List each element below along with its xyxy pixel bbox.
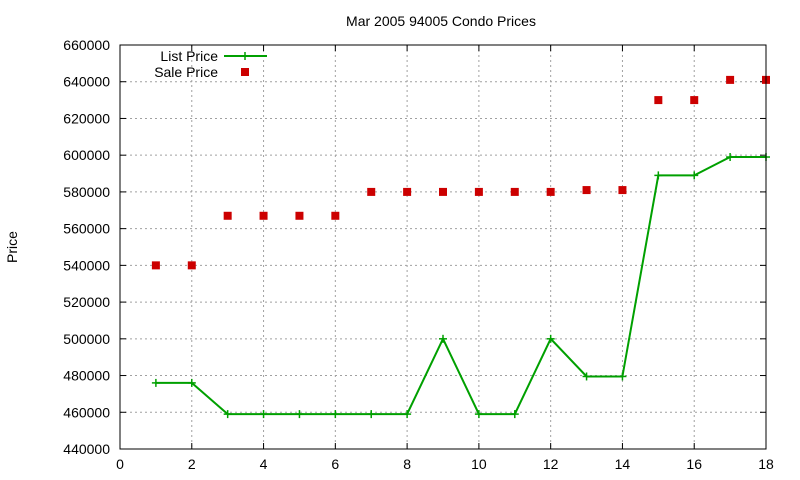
data-point-list-price <box>439 334 447 343</box>
data-point-sale-price <box>510 187 519 196</box>
data-point-list-price <box>618 372 627 381</box>
y-tick-label: 640000 <box>63 74 110 90</box>
data-point-list-price <box>151 378 160 387</box>
data-point-sale-price <box>223 211 232 220</box>
x-tick-label: 4 <box>260 456 268 472</box>
axis-ticks: 0 2 4 6 8 10 12 14 16 18 440000 460000 480000 500000 5… <box>63 37 774 472</box>
data-point-list-price <box>223 410 232 419</box>
data-point-list-price <box>187 378 196 387</box>
plot-frame <box>119 44 767 450</box>
data-point-list-price <box>474 410 483 419</box>
data-point-sale-price <box>259 211 268 220</box>
grid-lines <box>120 45 766 449</box>
data-point-sale-price <box>151 261 160 270</box>
data-point-sale-price <box>367 187 376 196</box>
data-point-list-price <box>295 410 304 419</box>
y-tick-label: 620000 <box>63 110 110 126</box>
series-line-list-price <box>155 156 766 416</box>
y-tick-label: 580000 <box>63 184 110 200</box>
y-tick-label: 660000 <box>63 37 110 53</box>
data-point-sale-price <box>726 75 735 84</box>
data-point-sale-price <box>331 211 340 220</box>
data-point-list-price <box>654 171 663 180</box>
y-tick-label: 540000 <box>63 257 110 273</box>
data-point-list-price <box>726 153 735 162</box>
x-tick-label: 0 <box>116 456 124 472</box>
y-tick-label: 440000 <box>63 441 110 457</box>
data-point-list-price <box>367 410 376 419</box>
chart-title: Mar 2005 94005 Condo Prices <box>346 13 536 29</box>
data-point-sale-price <box>582 186 591 195</box>
data-point-list-price <box>510 410 519 419</box>
data-point-sale-price <box>187 261 196 270</box>
y-tick-label: 500000 <box>63 331 110 347</box>
data-point-sale-price <box>295 211 304 220</box>
y-tick-label: 460000 <box>63 404 110 420</box>
y-tick-label: 560000 <box>63 221 110 237</box>
data-point-list-price <box>331 410 340 419</box>
x-tick-label: 14 <box>615 456 631 472</box>
data-point-sale-price <box>618 186 627 195</box>
x-tick-label: 2 <box>188 456 196 472</box>
data-point-sale-price <box>474 187 483 196</box>
x-tick-label: 8 <box>403 456 411 472</box>
y-axis-label: Price <box>4 231 20 263</box>
data-point-list-price <box>403 410 412 419</box>
legend-swatch-marker <box>241 52 249 60</box>
x-tick-label: 16 <box>686 456 702 472</box>
y-tick-label: 600000 <box>63 147 110 163</box>
legend-swatch-marker <box>241 68 249 76</box>
data-point-list-price <box>690 171 699 180</box>
data-point-sale-price <box>654 96 663 105</box>
data-point-list-price <box>259 410 268 419</box>
data-point-list-price <box>582 372 591 381</box>
data-point-sale-price <box>403 187 412 196</box>
legend-label: Sale Price <box>154 64 218 80</box>
x-tick-label: 12 <box>543 456 559 472</box>
x-tick-label: 18 <box>758 456 774 472</box>
data-point-sale-price <box>690 96 699 105</box>
x-tick-label: 6 <box>331 456 339 472</box>
legend-label: List Price <box>160 48 218 64</box>
data-point-sale-price <box>439 187 447 196</box>
y-tick-label: 480000 <box>63 368 110 384</box>
series-layer <box>151 75 770 419</box>
data-point-list-price <box>546 334 555 343</box>
data-point-sale-price <box>546 187 555 196</box>
y-tick-label: 520000 <box>63 294 110 310</box>
x-tick-label: 10 <box>471 456 487 472</box>
